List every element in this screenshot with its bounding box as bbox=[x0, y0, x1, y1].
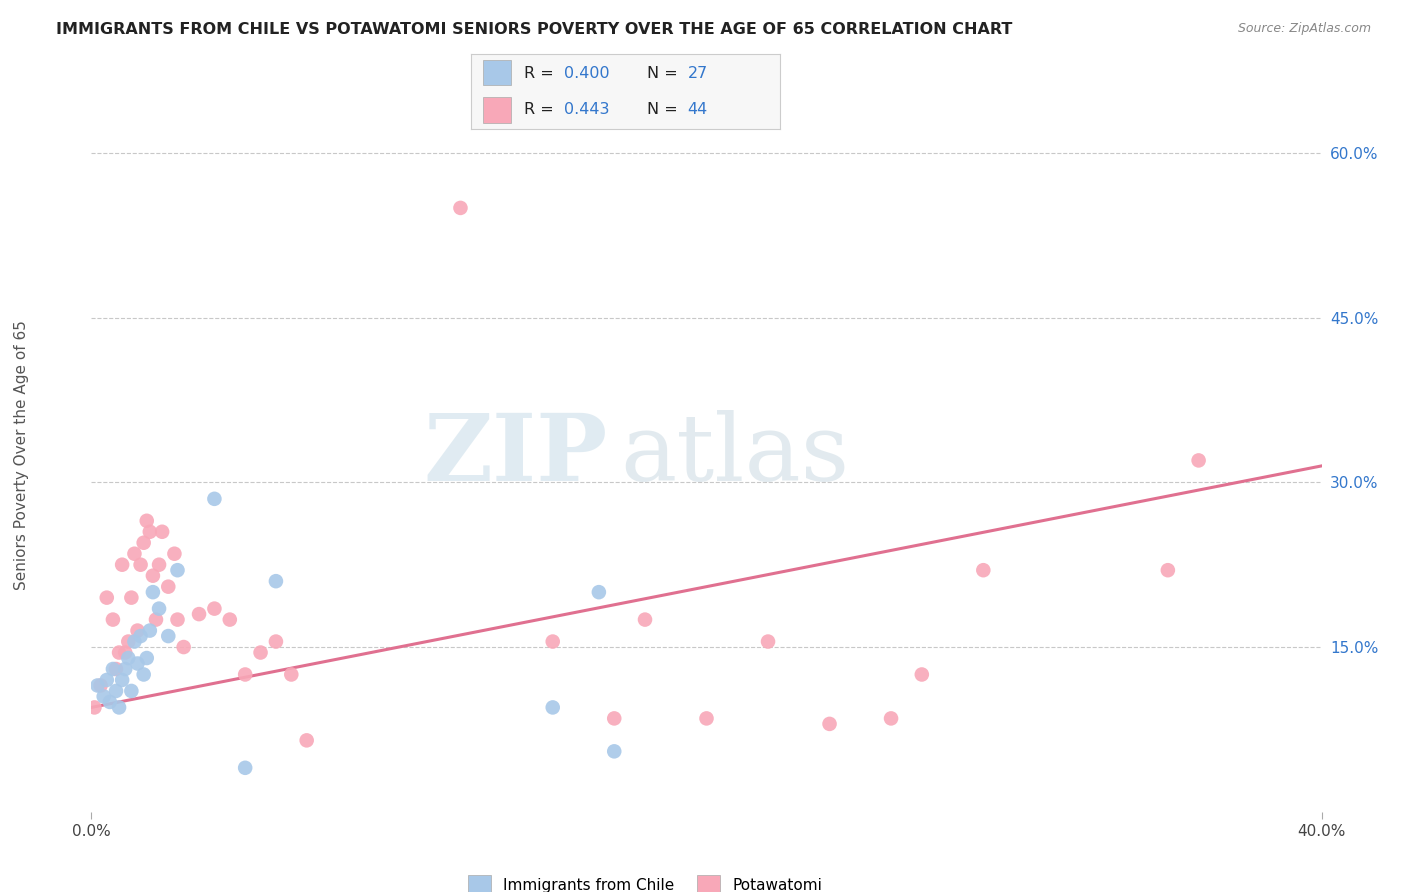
Point bbox=[202, 491, 225, 506]
Text: 0.443: 0.443 bbox=[564, 102, 609, 117]
Point bbox=[188, 607, 211, 621]
Point bbox=[166, 613, 188, 627]
Point bbox=[541, 700, 564, 714]
Point bbox=[127, 624, 149, 638]
FancyBboxPatch shape bbox=[484, 97, 512, 122]
Point bbox=[1157, 563, 1180, 577]
Point bbox=[108, 646, 131, 660]
Point bbox=[166, 563, 188, 577]
Point bbox=[132, 535, 155, 549]
Point bbox=[111, 673, 134, 687]
Point bbox=[972, 563, 994, 577]
Point bbox=[117, 634, 139, 648]
Point bbox=[249, 646, 271, 660]
Point bbox=[129, 558, 152, 572]
Point bbox=[264, 574, 287, 589]
Point bbox=[117, 651, 139, 665]
Point bbox=[101, 662, 124, 676]
Point bbox=[264, 634, 287, 648]
Point bbox=[114, 662, 136, 676]
Point bbox=[101, 613, 124, 627]
Text: IMMIGRANTS FROM CHILE VS POTAWATOMI SENIORS POVERTY OVER THE AGE OF 65 CORRELATI: IMMIGRANTS FROM CHILE VS POTAWATOMI SENI… bbox=[56, 22, 1012, 37]
Point bbox=[135, 651, 157, 665]
Text: R =: R = bbox=[523, 66, 558, 81]
Point bbox=[135, 514, 157, 528]
Point bbox=[120, 684, 142, 698]
Point bbox=[142, 585, 165, 599]
Point bbox=[90, 678, 112, 692]
Point bbox=[148, 558, 170, 572]
Point bbox=[129, 629, 152, 643]
Point bbox=[173, 640, 195, 654]
Point bbox=[111, 558, 134, 572]
Point bbox=[105, 684, 127, 698]
Text: 27: 27 bbox=[688, 66, 707, 81]
Point bbox=[148, 601, 170, 615]
Point bbox=[120, 591, 142, 605]
Point bbox=[132, 667, 155, 681]
Point bbox=[603, 711, 626, 725]
Point bbox=[157, 629, 180, 643]
Point bbox=[139, 624, 162, 638]
Legend: Immigrants from Chile, Potawatomi: Immigrants from Chile, Potawatomi bbox=[461, 870, 828, 892]
Point bbox=[150, 524, 173, 539]
Point bbox=[449, 201, 471, 215]
Point bbox=[541, 634, 564, 648]
Point bbox=[83, 700, 105, 714]
Point bbox=[280, 667, 302, 681]
Point bbox=[818, 717, 841, 731]
Point bbox=[233, 667, 256, 681]
Text: N =: N = bbox=[647, 102, 683, 117]
FancyBboxPatch shape bbox=[484, 61, 512, 86]
Point bbox=[696, 711, 718, 725]
Point bbox=[911, 667, 934, 681]
Point bbox=[98, 695, 121, 709]
Point bbox=[108, 700, 131, 714]
Point bbox=[157, 580, 180, 594]
Point bbox=[756, 634, 779, 648]
Point bbox=[142, 568, 165, 582]
Point bbox=[1187, 453, 1209, 467]
Point bbox=[139, 524, 162, 539]
Point bbox=[86, 678, 108, 692]
Point bbox=[124, 634, 146, 648]
Text: atlas: atlas bbox=[620, 410, 849, 500]
Point bbox=[880, 711, 903, 725]
Point bbox=[233, 761, 256, 775]
Point bbox=[603, 744, 626, 758]
Text: N =: N = bbox=[647, 66, 683, 81]
Text: ZIP: ZIP bbox=[423, 410, 607, 500]
Point bbox=[588, 585, 610, 599]
Point bbox=[295, 733, 318, 747]
Point bbox=[127, 657, 149, 671]
Point bbox=[145, 613, 167, 627]
Text: Source: ZipAtlas.com: Source: ZipAtlas.com bbox=[1237, 22, 1371, 36]
Point bbox=[114, 646, 136, 660]
Text: 44: 44 bbox=[688, 102, 707, 117]
Point bbox=[202, 601, 225, 615]
Point bbox=[163, 547, 186, 561]
Text: Seniors Poverty Over the Age of 65: Seniors Poverty Over the Age of 65 bbox=[14, 320, 28, 590]
Point bbox=[218, 613, 240, 627]
Point bbox=[93, 690, 115, 704]
Point bbox=[105, 662, 127, 676]
Point bbox=[96, 591, 118, 605]
Point bbox=[96, 673, 118, 687]
Point bbox=[634, 613, 657, 627]
Text: R =: R = bbox=[523, 102, 558, 117]
Text: 0.400: 0.400 bbox=[564, 66, 609, 81]
Point bbox=[124, 547, 146, 561]
